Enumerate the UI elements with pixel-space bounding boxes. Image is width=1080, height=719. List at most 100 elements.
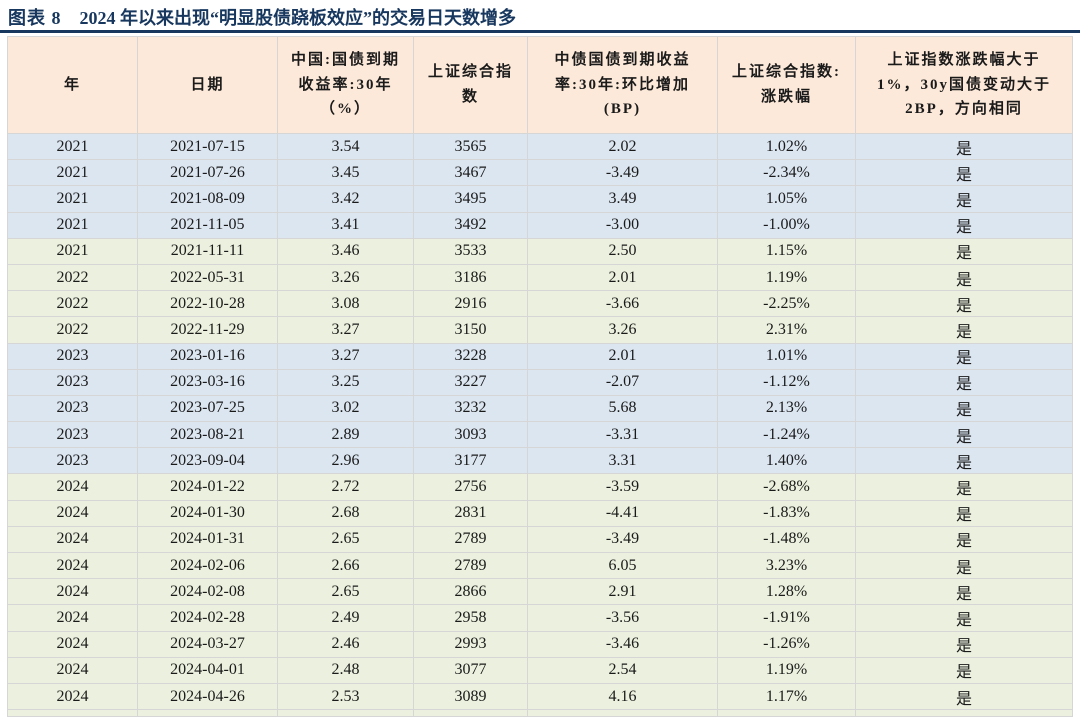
cell-pct — [717, 709, 856, 718]
table-row: 2022 2022-10-28 3.08 2916 -3.66 -2.25% 是 — [7, 290, 1073, 318]
cell-index: 3495 — [413, 185, 528, 213]
cell-date: 2021-07-15 — [137, 132, 278, 161]
cell-pct: -1.12% — [717, 368, 856, 396]
figure-label: 图表 8 — [8, 8, 62, 28]
cell-index — [413, 709, 528, 718]
cell-index: 3150 — [413, 316, 528, 344]
table-row: 2023 2023-01-16 3.27 3228 2.01 1.01% 是 — [7, 342, 1073, 370]
cell-date: 2023-03-16 — [137, 368, 278, 396]
cell-pct: -1.00% — [717, 211, 856, 239]
cell-yield30: 2.65 — [277, 525, 414, 554]
cell-year: 2024 — [7, 578, 138, 606]
cell-yield30: 3.27 — [277, 316, 414, 344]
cell-date: 2022-10-28 — [137, 290, 278, 318]
cell-pct: 1.02% — [717, 132, 856, 161]
column-header-date: 日期 — [137, 36, 278, 134]
cell-pct: -2.25% — [717, 290, 856, 318]
column-header-year: 年 — [7, 36, 138, 134]
cell-yield30: 3.25 — [277, 368, 414, 396]
column-header-index: 上证综合指 数 — [413, 36, 528, 134]
cell-date: 2024-02-06 — [137, 551, 278, 580]
cell-bp: -4.41 — [527, 499, 718, 527]
cell-index: 3093 — [413, 421, 528, 449]
cell-index: 2916 — [413, 290, 528, 318]
cell-flag: 是 — [855, 132, 1073, 161]
cell-year: 2024 — [7, 551, 138, 580]
cell-yield30: 2.72 — [277, 473, 414, 501]
cell-date: 2021-11-11 — [137, 237, 278, 265]
cell-flag: 是 — [855, 525, 1073, 554]
cell-date: 2024-01-31 — [137, 525, 278, 554]
cell-date: 2022-11-29 — [137, 316, 278, 344]
cell-flag: 是 — [855, 342, 1073, 370]
cell-index: 3467 — [413, 159, 528, 187]
table-row: 2023 2023-08-21 2.89 3093 -3.31 -1.24% 是 — [7, 421, 1073, 449]
cell-flag: 是 — [855, 211, 1073, 239]
cell-bp: 3.26 — [527, 316, 718, 344]
cell-pct: -1.91% — [717, 604, 856, 632]
cell-pct: -1.83% — [717, 499, 856, 527]
cell-bp: -3.56 — [527, 604, 718, 632]
cell-flag — [855, 709, 1073, 718]
cell-pct: 1.40% — [717, 447, 856, 475]
cell-index: 3565 — [413, 132, 528, 161]
cell-date: 2021-07-26 — [137, 159, 278, 187]
cell-bp: 2.01 — [527, 263, 718, 292]
cell-flag: 是 — [855, 316, 1073, 344]
cell-flag: 是 — [855, 394, 1073, 423]
cell-bp: -3.66 — [527, 290, 718, 318]
cell-pct: -2.34% — [717, 159, 856, 187]
table-row-partial — [7, 709, 1073, 718]
cell-yield30: 2.66 — [277, 551, 414, 580]
cell-date: 2024-02-28 — [137, 604, 278, 632]
cell-pct: 1.05% — [717, 185, 856, 213]
cell-index: 2789 — [413, 525, 528, 554]
cell-year: 2024 — [7, 499, 138, 527]
cell-index: 3077 — [413, 656, 528, 684]
cell-bp: 2.02 — [527, 132, 718, 161]
figure-title: 图表 8 2024 年以来出现“明显股债跷板效应”的交易日天数增多 — [0, 0, 1080, 28]
table-header: 年日期 中国:国债到期 收益率:30年 （%） 上证综合指 数中债国债到期收益 率:… — [7, 36, 1073, 134]
table-row: 2023 2023-09-04 2.96 3177 3.31 1.40% 是 — [7, 447, 1073, 475]
cell-year: 2021 — [7, 185, 138, 213]
cell-yield30: 3.42 — [277, 185, 414, 213]
cell-yield30: 2.53 — [277, 682, 414, 711]
cell-flag: 是 — [855, 447, 1073, 475]
cell-bp: 2.54 — [527, 656, 718, 684]
cell-index: 3186 — [413, 263, 528, 292]
cell-date: 2023-09-04 — [137, 447, 278, 475]
cell-yield30: 3.54 — [277, 132, 414, 161]
cell-flag: 是 — [855, 551, 1073, 580]
cell-yield30 — [277, 709, 414, 718]
cell-pct: 1.19% — [717, 656, 856, 684]
cell-bp: 4.16 — [527, 682, 718, 711]
cell-year: 2021 — [7, 211, 138, 239]
cell-bp: 2.50 — [527, 237, 718, 265]
table-row: 2024 2024-01-31 2.65 2789 -3.49 -1.48% 是 — [7, 525, 1073, 554]
cell-yield30: 2.89 — [277, 421, 414, 449]
cell-index: 2866 — [413, 578, 528, 606]
cell-bp: -2.07 — [527, 368, 718, 396]
title-divider — [0, 30, 1080, 33]
column-header-flag: 上证指数涨跌幅大于 1%，30y国债变动大于 2BP，方向相同 — [855, 36, 1073, 134]
cell-pct: 1.28% — [717, 578, 856, 606]
cell-pct: 2.31% — [717, 316, 856, 344]
cell-year: 2021 — [7, 159, 138, 187]
cell-pct: -2.68% — [717, 473, 856, 501]
cell-year: 2022 — [7, 290, 138, 318]
cell-index: 3228 — [413, 342, 528, 370]
cell-year: 2021 — [7, 237, 138, 265]
cell-index: 3177 — [413, 447, 528, 475]
cell-index: 2789 — [413, 551, 528, 580]
cell-year: 2024 — [7, 473, 138, 501]
cell-index: 3227 — [413, 368, 528, 396]
cell-pct: 3.23% — [717, 551, 856, 580]
cell-yield30: 3.08 — [277, 290, 414, 318]
cell-index: 2993 — [413, 630, 528, 658]
cell-yield30: 3.45 — [277, 159, 414, 187]
column-header-bp: 中债国债到期收益 率:30年:环比增加 (BP) — [527, 36, 718, 134]
table-row: 2024 2024-02-08 2.65 2866 2.91 1.28% 是 — [7, 578, 1073, 606]
cell-pct: -1.24% — [717, 421, 856, 449]
data-table: 年日期 中国:国债到期 收益率:30年 （%） 上证综合指 数中债国债到期收益 率:… — [7, 36, 1073, 718]
cell-year: 2022 — [7, 316, 138, 344]
